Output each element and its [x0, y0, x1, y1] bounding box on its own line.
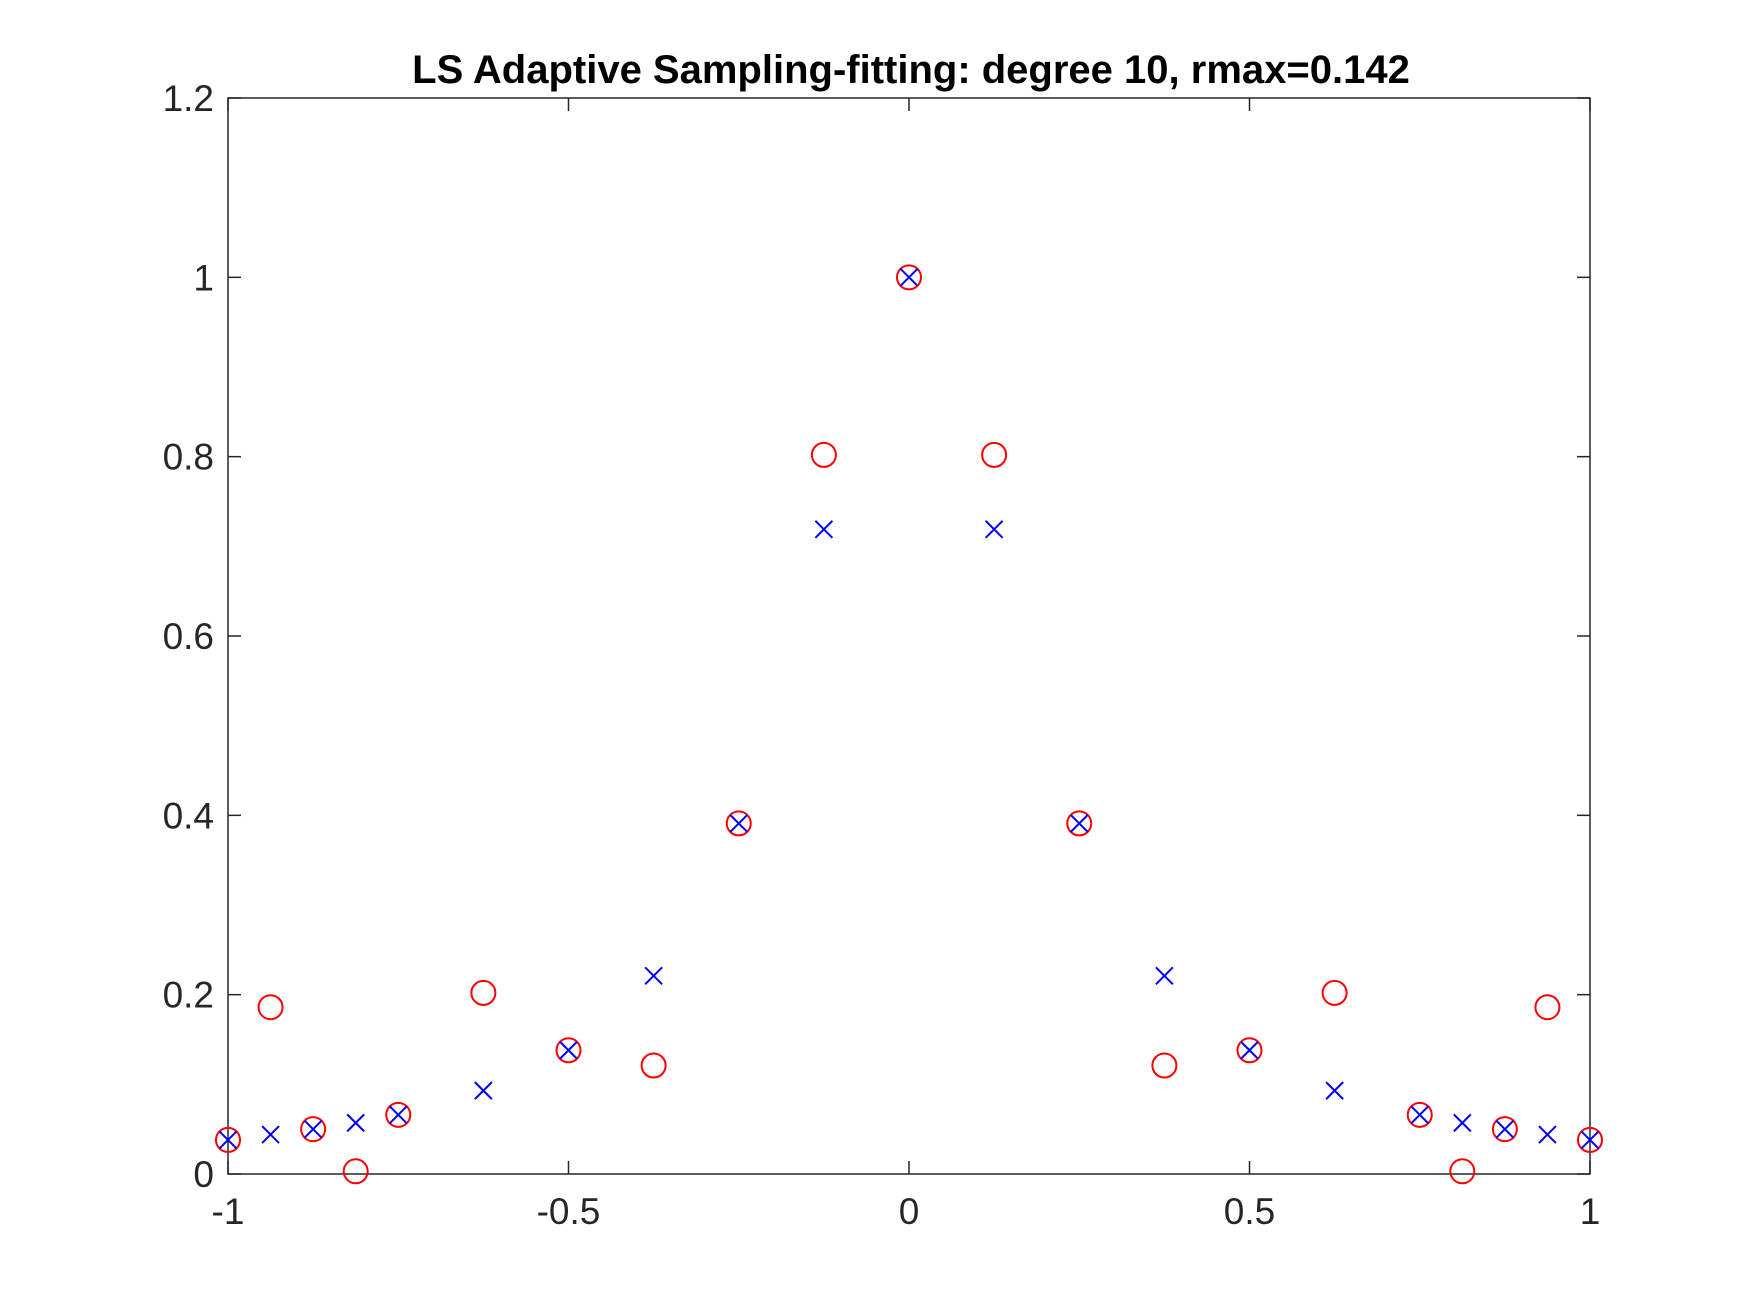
- circle-point: [385, 1101, 412, 1128]
- ticks: -1 -0.5 0 0.5 1 0 0.2 0.4 0.6 0.8 1 1.2: [163, 78, 1601, 1232]
- circle-point: [1449, 1158, 1476, 1185]
- circle-point: [1151, 1052, 1178, 1079]
- x-point: [899, 268, 919, 287]
- x-tick-label: 0: [899, 1191, 920, 1232]
- y-tick-label: 1.2: [163, 78, 214, 119]
- circle-point: [555, 1037, 582, 1064]
- y-tick-label: 0.2: [163, 975, 214, 1016]
- x-point: [1070, 814, 1089, 833]
- x-point: [1453, 1113, 1472, 1133]
- circle-point: [300, 1116, 327, 1143]
- y-tick-label: 0.6: [163, 616, 214, 657]
- circle-point: [896, 264, 922, 291]
- circle-point: [1577, 1126, 1603, 1153]
- y-tick-label: 0.8: [163, 437, 214, 478]
- circle-point: [1491, 1116, 1518, 1143]
- x-point: [1325, 1081, 1344, 1100]
- data-marks: [215, 264, 1603, 1185]
- x-tick-label: -0.5: [537, 1191, 601, 1232]
- x-point: [218, 1130, 238, 1150]
- circle-point: [342, 1158, 369, 1185]
- x-point: [1155, 966, 1174, 986]
- x-point: [1538, 1125, 1557, 1144]
- x-point: [261, 1125, 280, 1144]
- y-tick-label: 0: [193, 1154, 214, 1195]
- x-point: [474, 1081, 493, 1100]
- x-tick-label: -1: [212, 1191, 245, 1232]
- circle-point: [981, 441, 1008, 468]
- circle-point: [1321, 979, 1348, 1006]
- x-point: [389, 1105, 408, 1125]
- x-point: [559, 1041, 578, 1060]
- chart-title: LS Adaptive Sampling-fitting: degree 10,…: [412, 48, 1410, 92]
- circle-point: [257, 994, 284, 1021]
- circle-point: [470, 979, 497, 1006]
- y-tick-label: 1: [193, 257, 214, 298]
- x-point: [984, 520, 1004, 539]
- circle-point: [810, 441, 837, 468]
- x-point: [644, 966, 663, 986]
- x-point: [346, 1113, 365, 1133]
- y-tick-label: 0.4: [163, 795, 214, 836]
- x-point: [814, 520, 834, 539]
- circle-point: [1236, 1037, 1263, 1064]
- x-point: [1240, 1041, 1259, 1060]
- circle-point: [1406, 1101, 1433, 1128]
- plot-frame: [227, 97, 1591, 1175]
- circle-point: [215, 1126, 241, 1153]
- x-point: [1580, 1130, 1600, 1150]
- circle-point: [725, 810, 752, 837]
- x-point: [303, 1119, 323, 1139]
- x-point: [729, 814, 748, 833]
- circle-point: [1066, 810, 1093, 837]
- x-tick-label: 0.5: [1224, 1191, 1275, 1232]
- x-point: [1495, 1119, 1515, 1139]
- axes: [227, 97, 1591, 1175]
- circle-point: [640, 1052, 667, 1079]
- x-tick-label: 1: [1580, 1191, 1601, 1232]
- x-point: [1410, 1105, 1429, 1125]
- circle-point: [1534, 994, 1561, 1021]
